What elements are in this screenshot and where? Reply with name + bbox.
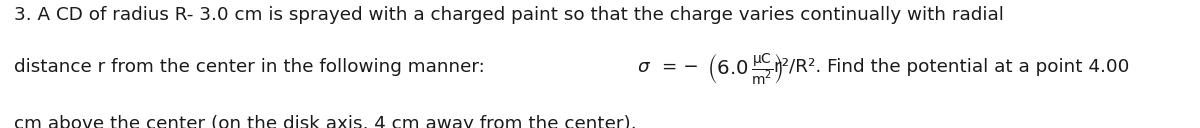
Text: 3. A CD of radius R- 3.0 cm is sprayed with a charged paint so that the charge v: 3. A CD of radius R- 3.0 cm is sprayed w… xyxy=(14,6,1004,24)
Text: distance r from the center in the following manner:: distance r from the center in the follow… xyxy=(14,58,491,76)
Text: $\left(6.0\,\frac{\mathsf{\mu C}}{\mathsf{m}^2}\right)$: $\left(6.0\,\frac{\mathsf{\mu C}}{\maths… xyxy=(707,51,784,87)
Text: r²/R². Find the potential at a point 4.00: r²/R². Find the potential at a point 4.0… xyxy=(774,58,1129,76)
Text: = −: = − xyxy=(656,58,704,76)
Text: cm above the center (on the disk axis, 4 cm away from the center).: cm above the center (on the disk axis, 4… xyxy=(14,115,637,128)
Text: σ: σ xyxy=(637,58,649,76)
